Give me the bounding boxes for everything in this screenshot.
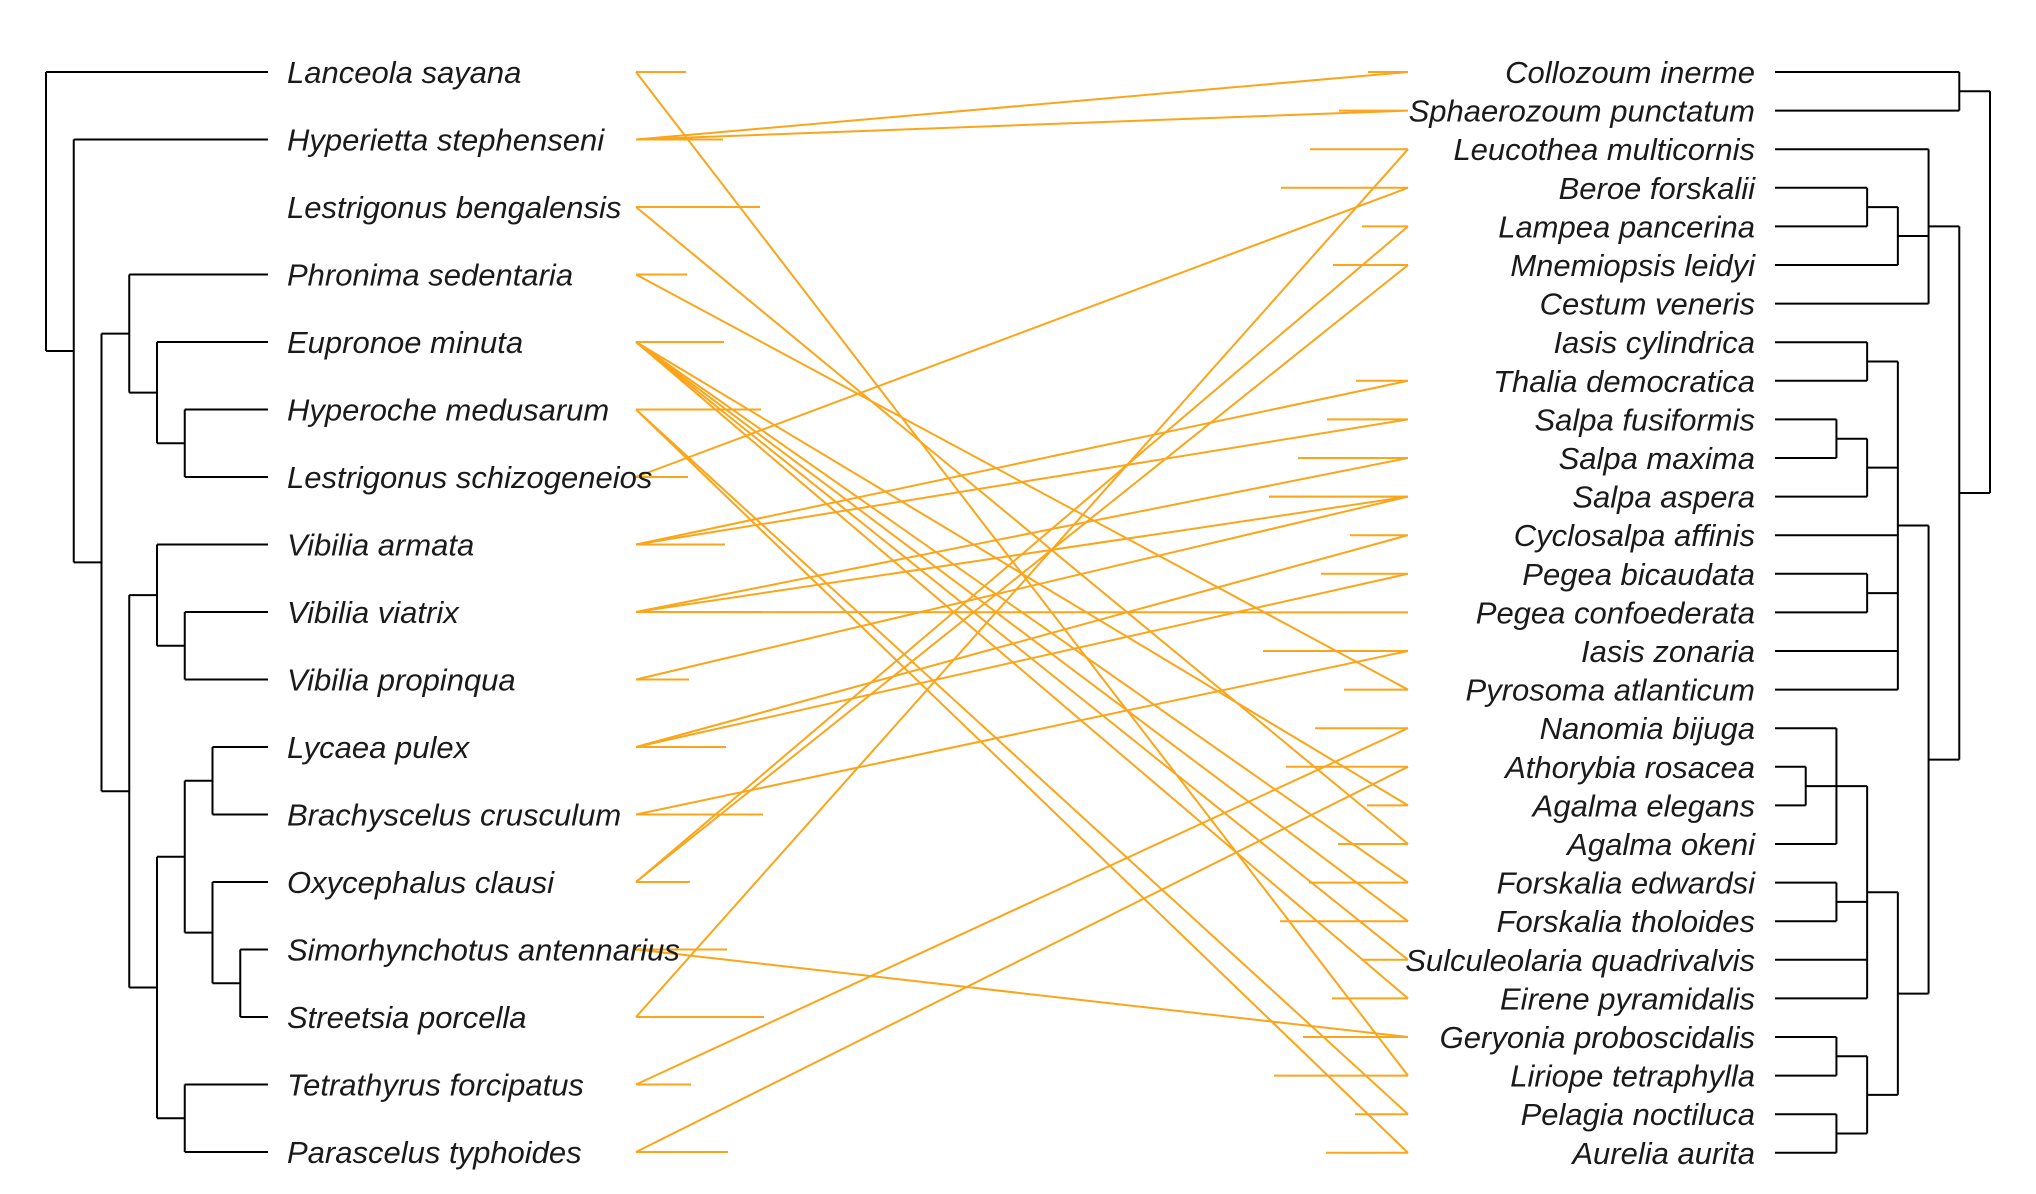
association-links [635, 71, 1409, 1154]
left-tip-label: Hyperietta stephenseni [287, 123, 605, 158]
left-tip-label: Vibilia viatrix [287, 595, 460, 630]
right-tip-label: Pyrosoma atlanticum [1466, 673, 1755, 708]
right-tip-label: Collozoum inerme [1505, 55, 1755, 90]
left-phylogenetic-tree [45, 71, 268, 1153]
right-tip-label: Sulculeolaria quadrivalvis [1405, 943, 1755, 978]
right-tip-label: Iasis cylindrica [1553, 325, 1755, 360]
association-link [635, 765, 1409, 1153]
association-link [635, 264, 1409, 883]
association-link [635, 379, 1409, 546]
association-link [635, 495, 1409, 681]
right-tip-label: Pegea confoederata [1476, 595, 1755, 630]
left-tip-label: Lanceola sayana [287, 55, 521, 90]
right-tip-label: Sphaerozoum punctatum [1409, 94, 1755, 129]
left-tip-label: Oxycephalus clausi [287, 865, 555, 900]
left-tip-label: Lestrigonus bengalensis [287, 190, 621, 225]
left-tip-label: Streetsia porcella [287, 1000, 527, 1035]
left-tip-label: Brachyscelus crusculum [287, 798, 621, 833]
right-tip-label: Iasis zonaria [1581, 634, 1755, 669]
right-tip-label: Leucothea multicornis [1453, 132, 1755, 167]
left-tip-labels: Lanceola sayana Hyperietta stephenseni L… [287, 55, 680, 1170]
association-link [635, 948, 1409, 1038]
right-tip-label: Aurelia aurita [1570, 1136, 1755, 1171]
association-link [635, 109, 1409, 141]
right-tip-label: Cestum veneris [1540, 287, 1755, 322]
right-tip-label: Nanomia bijuga [1540, 711, 1755, 746]
left-tip-label: Simorhynchotus antennarius [287, 933, 680, 968]
right-tip-label: Liriope tetraphylla [1510, 1059, 1755, 1094]
association-link [635, 650, 1409, 816]
right-tip-label: Forskalia edwardsi [1497, 866, 1757, 901]
left-tip-label: Vibilia armata [287, 528, 474, 563]
left-tip-label: Lycaea pulex [287, 730, 471, 765]
right-tip-label: Lampea pancerina [1498, 209, 1755, 244]
right-tip-label: Geryonia proboscidalis [1440, 1020, 1755, 1055]
left-tip-label: Parascelus typhoides [287, 1135, 582, 1170]
association-link [635, 727, 1409, 1086]
left-tip-label: Lestrigonus schizogeneios [287, 460, 652, 495]
right-tip-label: Mnemiopsis leidyi [1510, 248, 1756, 283]
right-tip-label: Agalma elegans [1531, 788, 1755, 823]
association-link [635, 534, 1409, 748]
association-link [635, 341, 1409, 1000]
association-link [635, 148, 1409, 1018]
right-tip-label: Beroe forskalii [1559, 171, 1757, 206]
right-tip-label: Pelagia noctiluca [1521, 1097, 1755, 1132]
right-tip-label: Thalia democratica [1493, 364, 1755, 399]
right-tip-label: Athorybia rosacea [1503, 750, 1755, 785]
association-link [635, 408, 1409, 1116]
left-tip-label: Hyperoche medusarum [287, 393, 609, 428]
right-tip-label: Pegea bicaudata [1522, 557, 1755, 592]
right-tip-label: Agalma okeni [1565, 827, 1756, 862]
left-tip-label: Eupronoe minuta [287, 325, 523, 360]
right-phylogenetic-tree [1775, 71, 1991, 1154]
right-tip-label: Eirene pyramidalis [1500, 981, 1755, 1016]
association-link [635, 572, 1409, 748]
right-tip-label: Forskalia tholoides [1497, 904, 1755, 939]
left-tip-label: Tetrathyrus forcipatus [287, 1068, 584, 1103]
association-link [635, 71, 1409, 141]
association-link [635, 225, 1409, 883]
association-link [635, 206, 1409, 845]
right-tip-label: Salpa fusiformis [1534, 402, 1755, 437]
right-tip-label: Salpa aspera [1572, 480, 1755, 515]
association-link [635, 408, 1409, 1154]
right-tip-label: Cyclosalpa affinis [1514, 518, 1755, 553]
right-tip-labels: Collozoum inerme Sphaerozoum punctatum L… [1405, 55, 1756, 1171]
left-tip-label: Vibilia propinqua [287, 663, 516, 698]
association-link [635, 186, 1409, 478]
left-tip-label: Phronima sedentaria [287, 258, 573, 293]
association-link [635, 341, 1409, 923]
right-tip-label: Salpa maxima [1559, 441, 1755, 476]
